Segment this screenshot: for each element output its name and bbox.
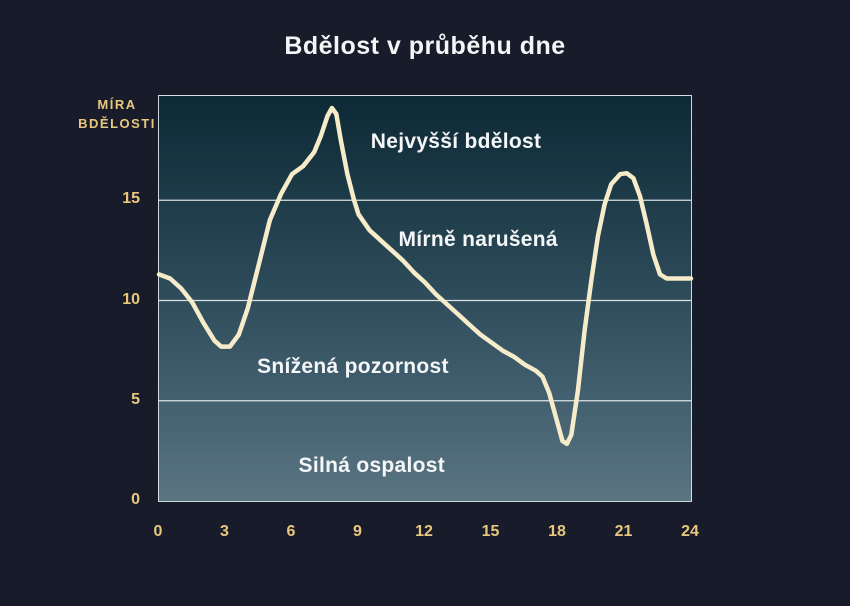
x-tick-label-12: 12 [415, 523, 433, 540]
chart-title: Bdělost v průběhu dne [284, 32, 566, 60]
alertness-curve [156, 105, 694, 447]
y-tick-label-5: 5 [131, 390, 140, 408]
x-tick-label-15: 15 [481, 523, 500, 540]
x-tick-label-9: 9 [353, 523, 362, 540]
y-tick-label-0: 0 [131, 491, 140, 508]
x-tick-label-24: 24 [681, 523, 699, 540]
x-tick-label-3: 3 [220, 523, 229, 540]
x-tick-label-6: 6 [286, 523, 296, 540]
annotation-3: Snížená pozornost [257, 354, 449, 378]
plot-svg [156, 105, 694, 447]
x-tick-label-18: 18 [548, 523, 566, 540]
y-axis-label: MÍRA BDĚLOSTI [72, 96, 162, 134]
x-tick-label-0: 0 [153, 523, 163, 540]
x-tick-label-21: 21 [614, 523, 633, 540]
y-axis-ticks: 0 5 10 15 [98, 95, 140, 508]
y-axis-label-line2: BDĚLOSTI [78, 115, 156, 131]
annotation-2: Mírně narušená [398, 228, 558, 252]
x-axis-ticks: 0 3 6 9 12 15 18 21 24 [154, 523, 699, 553]
annotation-1: Nejvyšší bdělost [370, 130, 542, 154]
annotation-4: Silná ospalost [298, 453, 446, 477]
plot-area: Nejvyšší bdělost Mírně narušená Snížená po… [156, 95, 694, 502]
y-tick-label-15: 15 [122, 190, 140, 208]
y-axis-label-line1: MÍRA [97, 97, 137, 112]
y-tick-label-10: 10 [122, 290, 140, 308]
